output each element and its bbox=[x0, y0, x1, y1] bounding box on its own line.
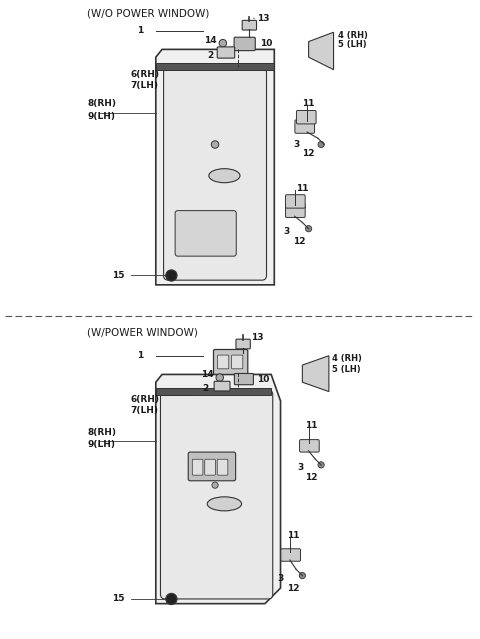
Ellipse shape bbox=[207, 497, 241, 511]
FancyBboxPatch shape bbox=[217, 355, 229, 369]
Text: 1: 1 bbox=[137, 351, 144, 360]
Text: 5 (LH): 5 (LH) bbox=[332, 366, 360, 374]
Text: 2: 2 bbox=[203, 384, 209, 393]
Circle shape bbox=[318, 462, 324, 468]
FancyBboxPatch shape bbox=[214, 350, 248, 374]
FancyBboxPatch shape bbox=[192, 459, 203, 475]
Circle shape bbox=[211, 141, 219, 148]
Text: 11: 11 bbox=[305, 421, 318, 431]
Circle shape bbox=[166, 270, 177, 281]
FancyBboxPatch shape bbox=[242, 20, 256, 30]
Text: 15: 15 bbox=[112, 271, 125, 280]
Text: 8(RH): 8(RH) bbox=[87, 427, 116, 436]
FancyBboxPatch shape bbox=[164, 68, 266, 280]
Text: (W/O POWER WINDOW): (W/O POWER WINDOW) bbox=[87, 9, 210, 19]
Text: 12: 12 bbox=[293, 236, 305, 245]
Circle shape bbox=[305, 226, 312, 232]
Text: 14: 14 bbox=[201, 370, 214, 379]
Text: 1: 1 bbox=[137, 26, 144, 35]
Text: 15: 15 bbox=[112, 594, 125, 603]
Text: 10: 10 bbox=[260, 38, 273, 48]
Text: 5 (LH): 5 (LH) bbox=[338, 40, 367, 49]
Text: 9(LH): 9(LH) bbox=[87, 440, 115, 449]
Text: 3: 3 bbox=[277, 574, 284, 583]
FancyBboxPatch shape bbox=[234, 37, 255, 50]
FancyBboxPatch shape bbox=[297, 111, 316, 124]
FancyBboxPatch shape bbox=[295, 120, 314, 134]
Text: 7(LH): 7(LH) bbox=[131, 81, 159, 89]
Circle shape bbox=[318, 141, 324, 148]
Text: 3: 3 bbox=[298, 463, 304, 472]
FancyBboxPatch shape bbox=[214, 381, 230, 391]
Ellipse shape bbox=[209, 169, 240, 183]
FancyBboxPatch shape bbox=[217, 459, 228, 475]
Text: 13: 13 bbox=[251, 332, 264, 341]
Text: 8(RH): 8(RH) bbox=[87, 100, 116, 109]
FancyBboxPatch shape bbox=[217, 47, 235, 58]
Circle shape bbox=[299, 573, 305, 579]
Bar bbox=[156, 63, 274, 70]
Bar bbox=[156, 389, 271, 395]
FancyBboxPatch shape bbox=[205, 459, 216, 475]
Text: 7(LH): 7(LH) bbox=[131, 406, 159, 415]
Text: 12: 12 bbox=[302, 150, 315, 158]
FancyBboxPatch shape bbox=[188, 452, 236, 481]
FancyBboxPatch shape bbox=[286, 195, 305, 208]
Text: 10: 10 bbox=[257, 374, 270, 383]
Text: 3: 3 bbox=[293, 140, 299, 149]
Circle shape bbox=[219, 40, 227, 47]
Text: 11: 11 bbox=[296, 183, 309, 193]
Text: 4 (RH): 4 (RH) bbox=[338, 31, 368, 40]
Text: 6(RH): 6(RH) bbox=[131, 395, 160, 404]
Circle shape bbox=[216, 374, 224, 381]
Text: 14: 14 bbox=[204, 36, 216, 45]
Text: 9(LH): 9(LH) bbox=[87, 112, 115, 121]
Circle shape bbox=[212, 482, 218, 488]
Text: 11: 11 bbox=[302, 100, 315, 109]
Text: 3: 3 bbox=[284, 227, 290, 236]
Text: 4 (RH): 4 (RH) bbox=[332, 355, 362, 364]
Text: 13: 13 bbox=[257, 13, 270, 23]
Text: 2: 2 bbox=[207, 51, 214, 60]
Polygon shape bbox=[302, 356, 329, 392]
FancyBboxPatch shape bbox=[281, 549, 300, 561]
Text: 12: 12 bbox=[305, 473, 318, 482]
Text: (W/POWER WINDOW): (W/POWER WINDOW) bbox=[87, 328, 198, 337]
Text: 12: 12 bbox=[287, 583, 299, 592]
PathPatch shape bbox=[156, 374, 280, 604]
FancyBboxPatch shape bbox=[160, 390, 273, 599]
FancyBboxPatch shape bbox=[175, 211, 236, 256]
FancyBboxPatch shape bbox=[231, 355, 243, 369]
FancyBboxPatch shape bbox=[300, 440, 319, 452]
FancyBboxPatch shape bbox=[236, 339, 250, 349]
Text: 11: 11 bbox=[287, 530, 299, 539]
FancyBboxPatch shape bbox=[286, 204, 305, 217]
FancyBboxPatch shape bbox=[234, 373, 253, 385]
Circle shape bbox=[166, 594, 177, 604]
PathPatch shape bbox=[156, 49, 274, 285]
Polygon shape bbox=[309, 32, 334, 70]
Text: 6(RH): 6(RH) bbox=[131, 70, 160, 79]
